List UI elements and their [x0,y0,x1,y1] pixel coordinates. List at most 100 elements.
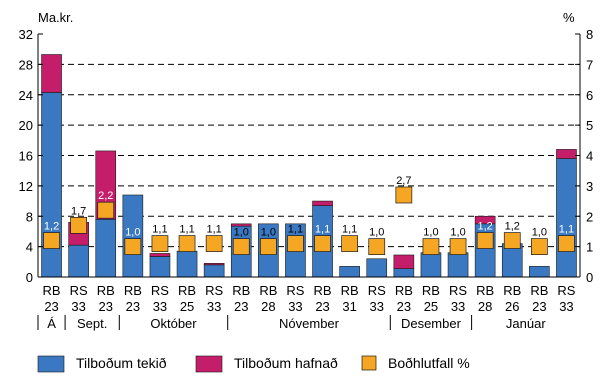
marker-bodhlutfall [530,238,548,255]
x-tick-label-code: RB [530,283,548,298]
x-tick-label-code: RS [557,283,575,298]
marker-bodhlutfall [341,235,358,252]
month-label: Sept. [77,316,107,331]
month-label: Desember [401,316,462,331]
y-left-tick-label: 4 [26,240,33,255]
x-tick-label-code: RB [124,283,142,298]
marker-bodhlutfall [151,235,169,252]
marker-bodhlutfall [178,235,196,252]
bar-tilbodum-tekid [366,258,388,278]
bar-tilbodum-hafnad [312,200,333,206]
x-tick-label-number: 33 [370,299,384,314]
x-tick-label-number: 33 [207,299,221,314]
bar-tilbodum-tekid [95,218,117,278]
bar-tilbodum-tekid [529,266,550,278]
y-right-tick-label: 4 [586,149,593,164]
x-tick-label-code: RB [43,283,61,298]
bar-tilbodum-hafnad [556,149,577,159]
x-tick-label-number: 28 [261,299,275,314]
bar-tilbodum-hafnad [474,215,496,225]
x-tick-label-number: 25 [424,299,438,314]
bars [41,54,577,278]
bar-tilbodum-tekid [393,268,415,278]
data-label-bodhlutfall: 1,2 [44,221,59,233]
marker-bodhlutfall [97,201,115,219]
y-left-tick-label: 12 [19,179,33,194]
marker-bodhlutfall [260,238,277,255]
x-tick-label-code: RS [151,283,169,298]
x-tick-label-code: RB [97,283,115,298]
y-left-tick-label: 20 [19,118,33,133]
legend-swatch [195,355,223,373]
bar-tilbodum-tekid [203,264,225,278]
x-tick-label-code: RB [503,283,521,298]
legend-label: Boðhlutfall % [388,355,470,371]
data-label-bodhlutfall: 1,2 [505,221,520,233]
data-label-bodhlutfall: 1,0 [423,227,438,239]
data-label-bodhlutfall: 2,2 [98,190,113,202]
x-tick-label-number: 33 [451,299,465,314]
marker-bodhlutfall [422,238,440,255]
marker-bodhlutfall [232,238,250,255]
bar-tilbodum-hafnad [149,253,171,257]
data-label-bodhlutfall: 2,7 [396,175,411,187]
data-label-bodhlutfall: 1,1 [342,224,357,236]
marker-bodhlutfall [395,186,413,204]
x-tick-label-number: 23 [126,299,140,314]
marker-bodhlutfall [43,232,60,249]
marker-bodhlutfall [503,232,521,249]
bar-tilbodum-tekid [68,244,89,278]
y-right-tick-label: 1 [586,240,593,255]
y-left-axis-label: Ma.kr. [38,10,73,25]
y-right-tick-label: 0 [586,270,593,285]
x-tick-label-number: 31 [342,299,356,314]
x-tick-label-number: 25 [180,299,194,314]
month-label: Október [150,316,197,331]
bar-tilbodum-tekid [420,252,442,278]
y-left-tick-label: 24 [19,88,33,103]
legend-swatch-bodhlutfall [361,355,377,371]
bar-tilbodum-hafnad [41,54,62,93]
x-tick-label-code: RB [259,283,277,298]
bar-tilbodum-tekid [556,158,577,278]
x-tick-label-number: 33 [559,299,573,314]
x-tick-labels: RB23RS33RB23RB23RS33RB25RS33RB23RB28RS33… [43,283,576,314]
bar-tilbodum-tekid [447,252,469,278]
data-label-bodhlutfall: 1,2 [478,221,493,233]
y-right-tick-label: 7 [586,57,593,72]
data-label-bodhlutfall: 1,1 [288,224,303,236]
data-label-bodhlutfall: 1,0 [532,227,547,239]
y-right-tick-label: 8 [586,27,593,42]
x-tick-label-code: RB [476,283,494,298]
marker-bodhlutfall [368,238,386,255]
x-tick-label-number: 23 [234,299,248,314]
bar-tilbodum-hafnad [203,263,225,266]
y-right-axis-label: % [563,10,575,25]
bar-tilbodum-hafnad [230,223,252,227]
legend-swatch [37,355,65,373]
bar-tilbodum-tekid [149,256,171,278]
y-left-tick-label: 8 [26,209,33,224]
x-tick-label-number: 26 [505,299,519,314]
x-tick-label-number: 23 [99,299,113,314]
y-right-tick-label: 6 [586,88,593,103]
x-tick-label-code: RB [232,283,250,298]
x-tick-label-code: RS [368,283,386,298]
data-label-bodhlutfall: 1,1 [559,224,574,236]
data-label-bodhlutfall: 1,0 [234,227,249,239]
marker-bodhlutfall [287,235,304,252]
y-right-tick-label: 5 [586,118,593,133]
marker-bodhlutfall [449,238,467,255]
month-label: Á [47,316,56,331]
x-tick-label-code: RB [341,283,359,298]
legend: Tilboðum tekið Tilboðum hafnað Boðhlutfall… [37,355,470,373]
legend-label: Tilboðum tekið [76,355,167,371]
marker-bodhlutfall [314,235,331,252]
x-tick-label-number: 23 [315,299,329,314]
bar-tilbodum-tekid [176,250,198,278]
marker-bodhlutfall [205,235,223,252]
x-tick-label-code: RB [314,283,332,298]
gridlines [38,63,580,248]
